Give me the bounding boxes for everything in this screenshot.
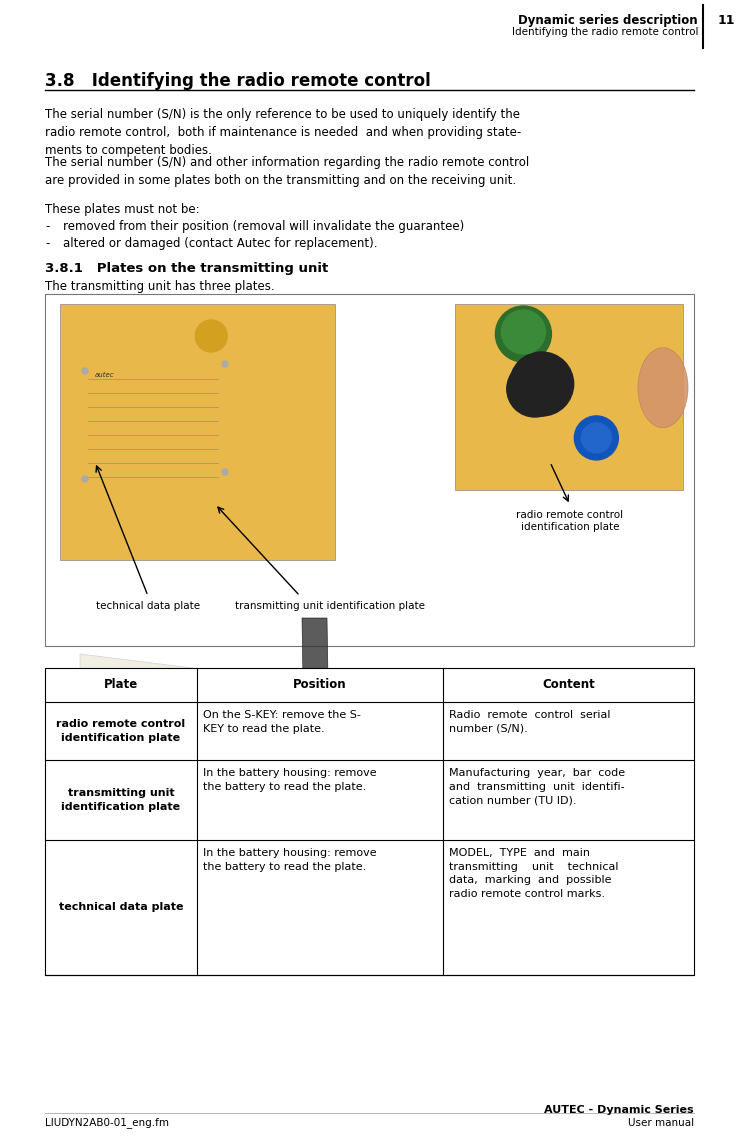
Circle shape bbox=[195, 320, 228, 352]
Circle shape bbox=[510, 352, 573, 416]
Polygon shape bbox=[302, 618, 330, 804]
Text: transmitting unit identification plate: transmitting unit identification plate bbox=[235, 602, 425, 611]
Text: The serial number (S/N) is the only reference to be used to uniquely identify th: The serial number (S/N) is the only refe… bbox=[45, 108, 521, 157]
Circle shape bbox=[194, 321, 229, 357]
Text: User manual: User manual bbox=[628, 1118, 694, 1128]
Text: In the battery housing: remove
the battery to read the plate.: In the battery housing: remove the batte… bbox=[203, 768, 377, 792]
Bar bbox=[45, 294, 694, 646]
Text: autec: autec bbox=[95, 372, 115, 378]
Text: technical data plate: technical data plate bbox=[96, 602, 200, 611]
Ellipse shape bbox=[638, 348, 688, 428]
Text: Radio  remote  control  serial
number (S/N).: Radio remote control serial number (S/N)… bbox=[449, 709, 610, 734]
Circle shape bbox=[82, 369, 88, 374]
Circle shape bbox=[222, 360, 228, 367]
Bar bbox=[60, 304, 335, 560]
Text: LIUDYN2AB0-01_eng.fm: LIUDYN2AB0-01_eng.fm bbox=[45, 1117, 169, 1128]
Circle shape bbox=[82, 476, 88, 482]
Text: Plate: Plate bbox=[104, 678, 138, 691]
Text: 3.8.1   Plates on the transmitting unit: 3.8.1 Plates on the transmitting unit bbox=[45, 262, 328, 276]
Text: In the battery housing: remove
the battery to read the plate.: In the battery housing: remove the batte… bbox=[203, 848, 377, 871]
Circle shape bbox=[582, 422, 611, 453]
Text: transmitting unit
identification plate: transmitting unit identification plate bbox=[61, 789, 180, 812]
Text: The serial number (S/N) and other information regarding the radio remote control: The serial number (S/N) and other inform… bbox=[45, 156, 529, 187]
Text: Content: Content bbox=[542, 678, 595, 691]
Circle shape bbox=[507, 360, 563, 417]
Text: radio remote control
identification plate: radio remote control identification plat… bbox=[56, 720, 185, 743]
Text: altered or damaged (contact Autec for replacement).: altered or damaged (contact Autec for re… bbox=[63, 236, 378, 250]
Text: Manufacturing  year,  bar  code
and  transmitting  unit  identifi-
cation number: Manufacturing year, bar code and transmi… bbox=[449, 768, 625, 805]
Circle shape bbox=[574, 416, 619, 460]
Bar bbox=[455, 304, 683, 490]
Circle shape bbox=[501, 310, 545, 354]
Text: These plates must not be:: These plates must not be: bbox=[45, 203, 200, 216]
Text: MODEL,  TYPE  and  main
transmitting    unit    technical
data,  marking  and  p: MODEL, TYPE and main transmitting unit t… bbox=[449, 848, 619, 899]
Bar bbox=[45, 668, 694, 975]
Polygon shape bbox=[80, 654, 240, 804]
Text: radio remote control
identification plate: radio remote control identification plat… bbox=[517, 510, 624, 532]
Text: On the S-KEY: remove the S-
KEY to read the plate.: On the S-KEY: remove the S- KEY to read … bbox=[203, 709, 361, 734]
Text: removed from their position (removal will invalidate the guarantee): removed from their position (removal wil… bbox=[63, 220, 464, 233]
Circle shape bbox=[495, 307, 551, 362]
Text: The transmitting unit has three plates.: The transmitting unit has three plates. bbox=[45, 280, 275, 293]
Circle shape bbox=[222, 470, 228, 475]
Text: -: - bbox=[45, 220, 50, 233]
Text: AUTEC - Dynamic Series: AUTEC - Dynamic Series bbox=[545, 1106, 694, 1115]
Text: Identifying the radio remote control: Identifying the radio remote control bbox=[511, 28, 698, 37]
Text: 3.8   Identifying the radio remote control: 3.8 Identifying the radio remote control bbox=[45, 72, 431, 90]
Text: Position: Position bbox=[293, 678, 347, 691]
Text: -: - bbox=[45, 236, 50, 250]
Text: 11: 11 bbox=[718, 14, 735, 28]
Text: Dynamic series description: Dynamic series description bbox=[518, 14, 698, 28]
Text: technical data plate: technical data plate bbox=[58, 902, 183, 913]
